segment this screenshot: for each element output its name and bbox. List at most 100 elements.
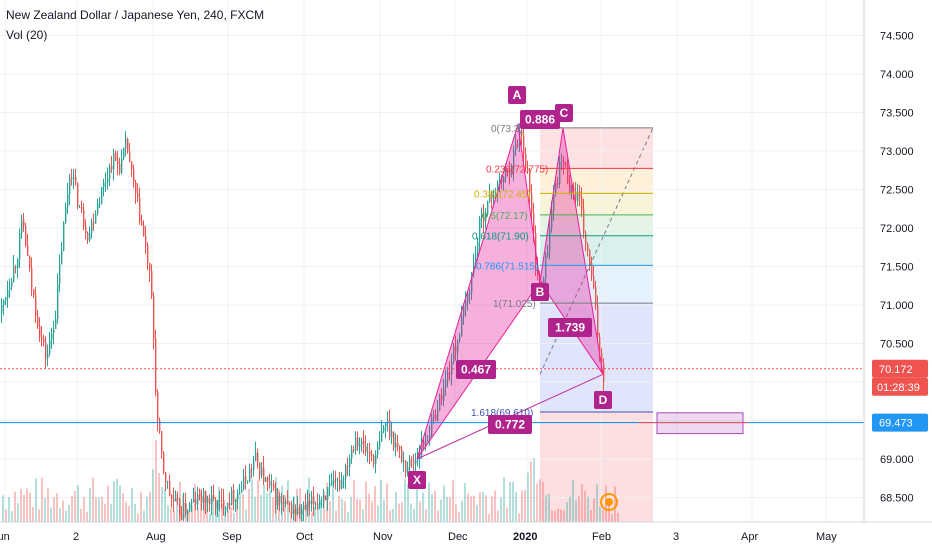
candle-body xyxy=(309,500,311,505)
candle-body xyxy=(287,500,289,504)
volume-bar xyxy=(338,495,340,522)
candle-body xyxy=(315,503,317,505)
price-axis-bg xyxy=(864,0,932,550)
candle-body xyxy=(211,495,213,504)
point-label-d-box xyxy=(594,391,612,409)
volume-bar xyxy=(575,500,577,522)
volume-bar xyxy=(269,489,271,522)
volume-bar xyxy=(563,510,565,522)
time-axis[interactable]: Jun 2 Aug Sep Oct Nov Dec 2020 Feb 3 Apr May xyxy=(0,521,932,550)
candle-body xyxy=(339,480,341,489)
candle-body xyxy=(323,496,325,500)
candle-body xyxy=(235,499,237,502)
candle-body xyxy=(405,460,407,473)
volume-bar xyxy=(152,469,154,522)
candle-body xyxy=(575,191,577,201)
candle-body xyxy=(125,139,127,149)
candle-body xyxy=(35,295,37,316)
candle-body xyxy=(361,440,363,445)
candle-body xyxy=(371,455,373,457)
candle-body xyxy=(223,499,225,511)
candle-body xyxy=(349,457,351,467)
price-axis[interactable]: 68.50069.00070.00070.50071.00071.50072.0… xyxy=(863,0,932,550)
candle-body xyxy=(285,500,287,504)
current-price-value: 70.172 xyxy=(879,364,913,376)
volume-bar xyxy=(56,493,58,522)
volume-bar xyxy=(20,489,22,522)
ratio-label-abc-box xyxy=(520,110,560,129)
volume-bar xyxy=(221,503,223,522)
candle-body xyxy=(341,479,343,489)
volume-bar xyxy=(149,491,151,522)
candle-body xyxy=(113,153,115,170)
candle-body xyxy=(73,176,75,180)
candle-body xyxy=(527,168,529,172)
candle-body xyxy=(207,498,209,504)
volume-bar xyxy=(284,494,286,522)
candle-body xyxy=(173,498,175,502)
candle-body xyxy=(553,192,555,212)
candle-body xyxy=(155,338,157,393)
volume-bar xyxy=(38,509,40,522)
candle-body xyxy=(471,273,473,293)
volume-bar xyxy=(578,496,580,522)
volume-bar xyxy=(29,492,31,522)
candle-body xyxy=(351,449,353,458)
candle-body xyxy=(293,508,295,515)
candle-body xyxy=(85,226,87,234)
volume-bar xyxy=(455,504,457,522)
candle-body xyxy=(399,446,401,450)
volume-bar xyxy=(368,493,370,522)
candle-body xyxy=(29,255,31,269)
candle-body xyxy=(261,467,263,476)
volume-bar xyxy=(485,495,487,522)
candle-body xyxy=(403,460,405,463)
candle-body xyxy=(257,452,259,463)
candle-body xyxy=(453,346,455,363)
candle-body xyxy=(489,192,491,202)
candle-body xyxy=(67,194,69,208)
volume-bar xyxy=(305,502,307,522)
candle-body xyxy=(225,507,227,511)
countdown-tag xyxy=(872,377,928,396)
volume-bar xyxy=(47,488,49,522)
volume-bar xyxy=(365,481,367,522)
candle-body xyxy=(167,481,169,483)
candle-body xyxy=(591,263,593,277)
volume-bar xyxy=(188,511,190,522)
countdown-value: 01:28:39 xyxy=(877,382,920,394)
volume-bar xyxy=(173,510,175,522)
candle-body xyxy=(599,336,601,353)
candle-body xyxy=(593,276,595,288)
candle-body xyxy=(459,336,461,341)
volume-bar xyxy=(416,477,418,522)
candle-body xyxy=(161,431,163,454)
volume-bar xyxy=(170,507,172,522)
candle-body xyxy=(443,386,445,401)
candle-body xyxy=(321,499,323,501)
candle-body xyxy=(81,207,83,210)
volume-bar xyxy=(233,512,235,522)
volume-bar xyxy=(2,495,4,522)
price-tick-label: 70.500 xyxy=(880,339,914,351)
volume-bar xyxy=(71,496,73,522)
volume-bar xyxy=(554,510,556,522)
candle-body xyxy=(433,414,435,418)
candle-body xyxy=(23,219,25,226)
fibonacci-levels[interactable]: 0(73.3) 0.236(72.775) 0.382(72.45) 0.5(72.1… xyxy=(471,124,653,419)
candle-body xyxy=(429,435,431,441)
fib-level-label: 0(73.3) xyxy=(491,124,523,135)
volume-bar xyxy=(245,509,247,522)
candle-body xyxy=(431,417,433,436)
volume-bar xyxy=(374,486,376,522)
candle-body xyxy=(407,466,409,473)
candle-body xyxy=(69,177,71,195)
volume-bar xyxy=(131,487,133,522)
volume-bar xyxy=(614,486,616,522)
time-tick-label: 3 xyxy=(673,531,679,543)
volume-bar xyxy=(359,499,361,522)
candle-body xyxy=(473,262,475,274)
time-tick-label: May xyxy=(816,531,837,543)
candle-body xyxy=(279,495,281,504)
